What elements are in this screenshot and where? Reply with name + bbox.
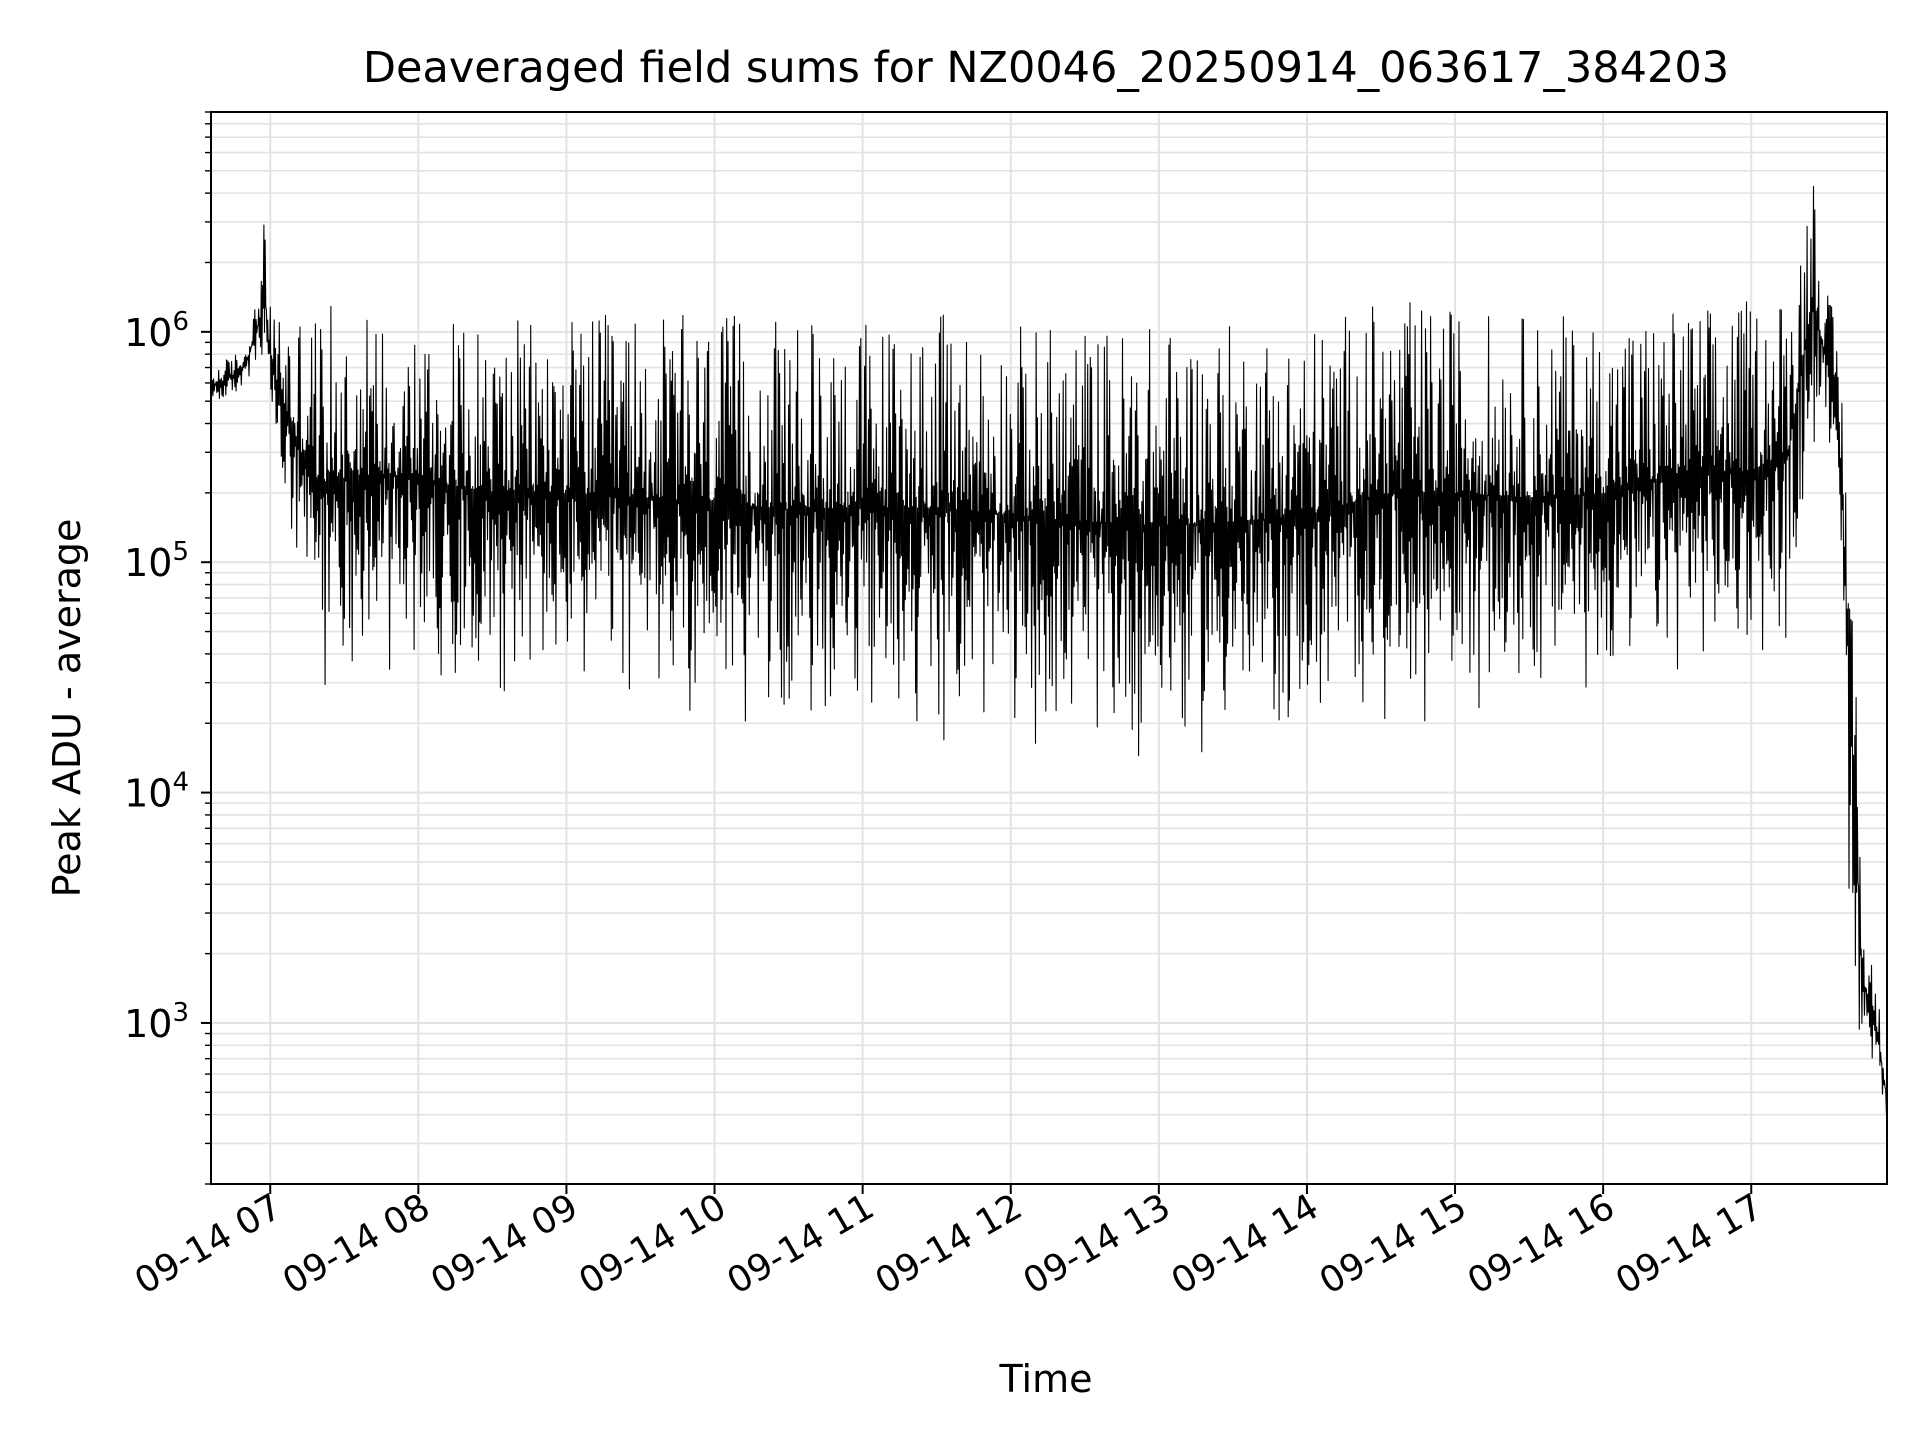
y-tick-label: 103 (124, 998, 189, 1046)
x-axis-label: Time (999, 1357, 1093, 1401)
axes-frame (210, 111, 1888, 1185)
plot-area (210, 185, 1888, 1115)
y-tick-label: 105 (124, 537, 189, 585)
chart-title: Deaveraged field sums for NZ0046_2025091… (363, 43, 1729, 93)
y-tick-label: 106 (124, 307, 189, 355)
y-tick-label: 104 (124, 768, 189, 816)
data-series-line (210, 185, 1888, 1115)
y-axis-label: Peak ADU - average (45, 519, 89, 898)
